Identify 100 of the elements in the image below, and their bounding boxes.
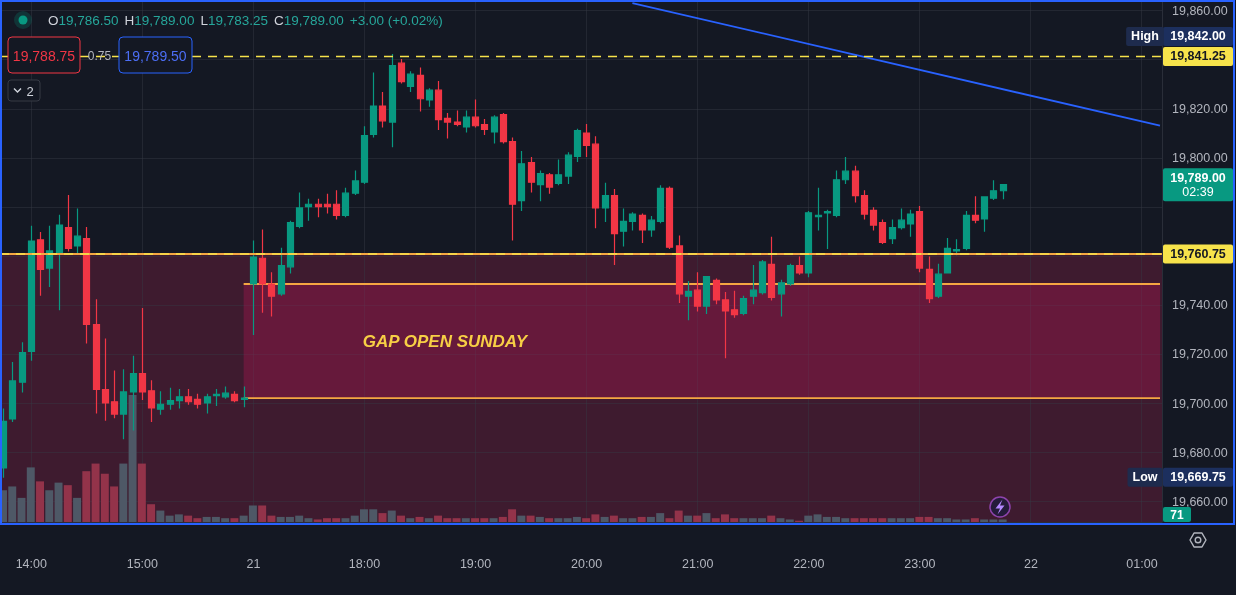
x-tick-label: 20:00 bbox=[570, 556, 603, 571]
bar bbox=[119, 463, 128, 522]
bar bbox=[73, 497, 82, 522]
candlestick bbox=[184, 388, 193, 405]
candlestick bbox=[712, 278, 721, 305]
candlestick bbox=[628, 212, 637, 231]
candlestick bbox=[758, 260, 767, 295]
candlestick bbox=[767, 236, 776, 301]
candlestick bbox=[92, 299, 101, 414]
ref-line-label: 19,841.25 bbox=[1170, 49, 1226, 64]
candlestick bbox=[610, 188, 619, 265]
bar bbox=[517, 515, 526, 522]
bar bbox=[406, 518, 415, 522]
annotation: 2 bbox=[26, 83, 34, 99]
annotation: GAP OPEN SUNDAY bbox=[362, 331, 529, 351]
bar bbox=[637, 516, 646, 522]
candlestick bbox=[508, 137, 517, 241]
bar bbox=[526, 515, 535, 522]
y-tick-label: 19,660.00 bbox=[1172, 494, 1228, 509]
candlestick bbox=[804, 211, 813, 278]
y-tick-label: 19,800.00 bbox=[1172, 151, 1228, 166]
candlestick bbox=[240, 386, 249, 408]
candlestick bbox=[777, 279, 786, 317]
annotation: 0.75 bbox=[87, 48, 112, 63]
x-tick-label: 22:00 bbox=[793, 556, 825, 571]
candlestick bbox=[101, 338, 110, 421]
bar bbox=[804, 515, 813, 522]
x-tick-label: 22 bbox=[1023, 556, 1038, 571]
y-tick-label: 19,860.00 bbox=[1172, 3, 1228, 18]
candlestick bbox=[934, 263, 943, 299]
candlestick bbox=[619, 208, 628, 247]
candlestick bbox=[573, 128, 582, 162]
annotation: H19,789.00 bbox=[124, 12, 195, 28]
bar bbox=[702, 513, 711, 522]
candlestick bbox=[647, 215, 656, 237]
candlestick bbox=[323, 193, 332, 214]
bar bbox=[461, 518, 470, 522]
candlestick bbox=[675, 235, 684, 303]
x-tick-label: 15:00 bbox=[126, 556, 159, 571]
bar bbox=[82, 471, 91, 522]
candlestick bbox=[795, 256, 804, 275]
candlestick bbox=[693, 272, 702, 312]
candlestick bbox=[295, 192, 304, 229]
bar bbox=[970, 518, 979, 522]
candlestick bbox=[943, 238, 952, 274]
candlestick bbox=[823, 209, 832, 250]
bar bbox=[63, 485, 72, 522]
bar bbox=[45, 490, 54, 522]
candlestick bbox=[341, 187, 350, 218]
x-tick-label: 14:00 bbox=[15, 556, 47, 571]
annotation: Low bbox=[1132, 470, 1158, 485]
y-tick-label: 19,700.00 bbox=[1172, 396, 1228, 411]
bar bbox=[915, 516, 924, 522]
bar bbox=[128, 395, 137, 522]
candlestick bbox=[351, 170, 360, 196]
candlestick bbox=[230, 391, 239, 403]
y-tick-label: 19,720.00 bbox=[1172, 347, 1228, 362]
annotation: High bbox=[1131, 29, 1159, 44]
candlestick bbox=[786, 263, 795, 286]
bar bbox=[36, 481, 44, 522]
candlestick bbox=[684, 280, 693, 321]
candlestick bbox=[971, 196, 980, 224]
candlestick bbox=[138, 307, 147, 400]
bar bbox=[998, 519, 1007, 522]
candlestick bbox=[656, 185, 665, 224]
candlestick bbox=[888, 219, 897, 245]
candlestick bbox=[601, 182, 610, 223]
text: 19,669.75 bbox=[1170, 470, 1226, 485]
candlestick bbox=[55, 214, 64, 311]
candlestick bbox=[962, 211, 971, 251]
ref-line-label: 19,760.75 bbox=[1170, 246, 1226, 261]
annotation: C19,789.00 bbox=[273, 12, 344, 28]
candlestick bbox=[175, 388, 184, 409]
candlestick bbox=[582, 123, 591, 158]
candlestick bbox=[82, 226, 91, 344]
candlestick bbox=[212, 388, 221, 407]
candlestick bbox=[425, 88, 434, 107]
candlestick bbox=[814, 187, 823, 231]
candlestick bbox=[8, 361, 17, 422]
candlestick bbox=[999, 184, 1008, 200]
y-tick-label: 19,740.00 bbox=[1172, 298, 1228, 313]
candlestick bbox=[304, 198, 313, 221]
x-tick-label: 19:00 bbox=[459, 556, 492, 571]
bar bbox=[609, 515, 618, 522]
candlestick bbox=[925, 256, 934, 303]
candlestick bbox=[203, 393, 212, 414]
candlestick bbox=[369, 72, 378, 138]
candlestick bbox=[416, 67, 425, 112]
bar bbox=[767, 515, 776, 522]
candlestick bbox=[110, 370, 119, 419]
candlestick bbox=[378, 92, 387, 128]
candlestick bbox=[832, 170, 841, 218]
x-tick-label: 01:00 bbox=[1126, 556, 1158, 571]
bar bbox=[600, 516, 609, 522]
candlestick bbox=[665, 186, 674, 250]
text: 71 bbox=[1170, 507, 1184, 522]
candlestick bbox=[499, 112, 508, 144]
bar bbox=[535, 516, 544, 522]
candlestick bbox=[434, 80, 443, 131]
bar bbox=[554, 518, 563, 522]
